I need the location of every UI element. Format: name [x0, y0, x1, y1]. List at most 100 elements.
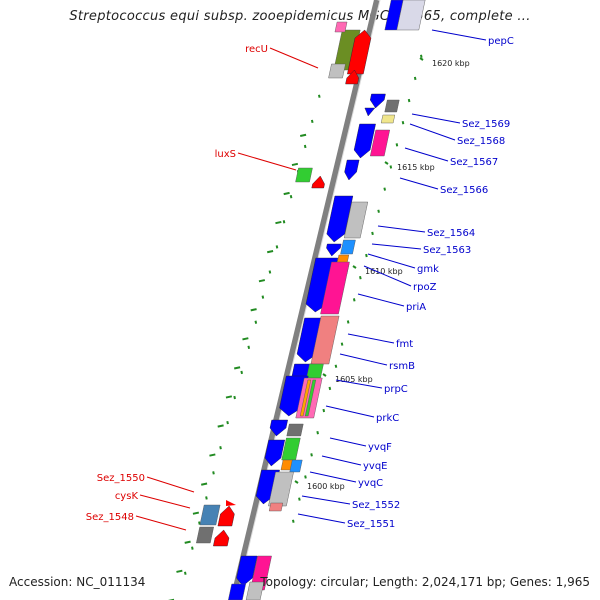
- feature-dot: [328, 386, 332, 391]
- label-connector: [335, 379, 383, 389]
- feature-dot: [419, 54, 423, 58]
- gene-label-sez_1548[interactable]: Sez_1548: [86, 512, 134, 523]
- gene-label-sez_1569[interactable]: Sez_1569: [462, 119, 510, 130]
- feature-dot: [365, 253, 368, 258]
- feature-dot: [395, 143, 399, 147]
- feature-dot: [201, 482, 208, 486]
- label-connector: [357, 293, 405, 307]
- scale-tick-label: 1620 kbp: [432, 59, 470, 68]
- gene-label-cysk[interactable]: cysK: [115, 491, 139, 502]
- feature-dot: [184, 571, 187, 575]
- scale-tick-mark: [384, 161, 389, 165]
- bottom-blue-block: [228, 583, 246, 600]
- sez1563-cyan-block: [340, 239, 356, 255]
- accession-text: Accession: NC_011134: [9, 575, 146, 589]
- gene-label-rsmb[interactable]: rsmB: [389, 361, 415, 372]
- label-connector: [237, 152, 297, 171]
- feature-dot: [267, 250, 274, 254]
- gene-label-yvqe[interactable]: yvqE: [363, 461, 388, 472]
- blue-small-arrow: [364, 107, 376, 117]
- gene-label-sez_1563[interactable]: Sez_1563: [423, 245, 471, 256]
- feature-dot: [377, 209, 380, 213]
- sez1548-grey-block: [196, 526, 214, 544]
- scale-tick-mark: [322, 373, 327, 377]
- feature-dot: [334, 364, 338, 368]
- yvqC-blue-block: [289, 459, 303, 473]
- gene-label-sez_1568[interactable]: Sez_1568: [457, 136, 505, 147]
- feature-dot: [340, 342, 344, 346]
- gene-label-pria[interactable]: priA: [406, 302, 426, 313]
- feature-dot: [250, 308, 257, 312]
- label-connector: [371, 243, 422, 250]
- scale-tick-label: 1615 kbp: [397, 163, 435, 172]
- bottom-blue-arrow: [236, 555, 258, 587]
- gene-label-gmk[interactable]: gmk: [417, 264, 439, 275]
- feature-dot: [209, 453, 216, 457]
- feature-dot: [275, 245, 279, 249]
- gene-label-sez_1551[interactable]: Sez_1551: [347, 519, 395, 530]
- feature-dot: [383, 187, 387, 191]
- label-connector: [431, 29, 487, 41]
- gene-label-recu[interactable]: recU: [245, 44, 268, 55]
- luxS-gene-arrow: [311, 175, 325, 189]
- feature-dot: [258, 279, 266, 283]
- label-connector: [363, 265, 412, 287]
- gene-label-yvqc[interactable]: yvqC: [358, 478, 383, 489]
- topology-summary: Topology: circular; Length: 2,024,171 bp…: [260, 575, 590, 589]
- dna-backbone: [230, 0, 380, 600]
- sez1567-pink-block: [369, 129, 391, 157]
- feature-dot: [291, 162, 299, 167]
- feature-dot: [233, 395, 236, 400]
- feature-dot: [226, 420, 229, 425]
- gene-label-fmt[interactable]: fmt: [396, 339, 413, 350]
- feature-dot: [225, 395, 233, 399]
- feature-dot: [300, 133, 307, 137]
- label-connector: [301, 495, 351, 505]
- cysK-gene-arrow: [217, 505, 235, 527]
- gene-label-sez_1567[interactable]: Sez_1567: [450, 157, 498, 168]
- gene-label-prpc[interactable]: prpC: [384, 384, 408, 395]
- priA-pink-block: [320, 261, 350, 315]
- sez1564-arrow: [326, 195, 354, 243]
- prkC-stripe-orange: [299, 379, 312, 417]
- label-connector: [339, 353, 388, 366]
- yvqF-grey-block: [286, 423, 304, 437]
- sez1564-grey-block: [343, 201, 369, 239]
- gene-label-sez_1550[interactable]: Sez_1550: [97, 473, 145, 484]
- feature-dot: [247, 345, 251, 349]
- pink-small-block: [334, 21, 348, 33]
- feature-dot: [303, 144, 307, 149]
- sez1568-block: [380, 114, 396, 124]
- label-connector: [409, 123, 456, 141]
- scale-tick-label: 1610 kbp: [365, 267, 403, 276]
- label-connector: [411, 113, 461, 124]
- label-connector: [399, 177, 439, 190]
- label-connectors: [135, 29, 487, 531]
- gene-label-rpoz[interactable]: rpoZ: [413, 282, 437, 293]
- gene-label-pepc[interactable]: pepC: [488, 36, 514, 47]
- gene-label-sez_1564[interactable]: Sez_1564: [427, 228, 475, 239]
- label-connector: [347, 333, 395, 344]
- yvqE-arrow: [264, 439, 286, 467]
- label-connector: [309, 471, 357, 483]
- yvqF-arrow: [269, 419, 288, 437]
- feature-dot: [292, 519, 295, 523]
- feature-dot: [176, 569, 183, 573]
- feature-dot: [254, 320, 258, 324]
- gene-label-yvqf[interactable]: yvqF: [368, 442, 392, 453]
- feature-dot: [275, 220, 282, 225]
- gene-label-prkc[interactable]: prkC: [376, 413, 399, 424]
- gene-label-luxs[interactable]: luxS: [215, 149, 236, 160]
- label-connector: [297, 513, 346, 524]
- feature-dot: [289, 195, 293, 199]
- label-connector: [139, 494, 191, 509]
- sez1548-gene-arrow: [213, 529, 230, 547]
- gene-label-sez_1566[interactable]: Sez_1566: [440, 185, 488, 196]
- scale-tick-mark: [419, 57, 424, 61]
- feature-dot: [205, 496, 208, 500]
- label-connector: [321, 455, 362, 466]
- feature-dot: [298, 497, 301, 501]
- gene-label-sez_1552[interactable]: Sez_1552: [352, 500, 400, 511]
- scale-tick-label: 1605 kbp: [335, 375, 373, 384]
